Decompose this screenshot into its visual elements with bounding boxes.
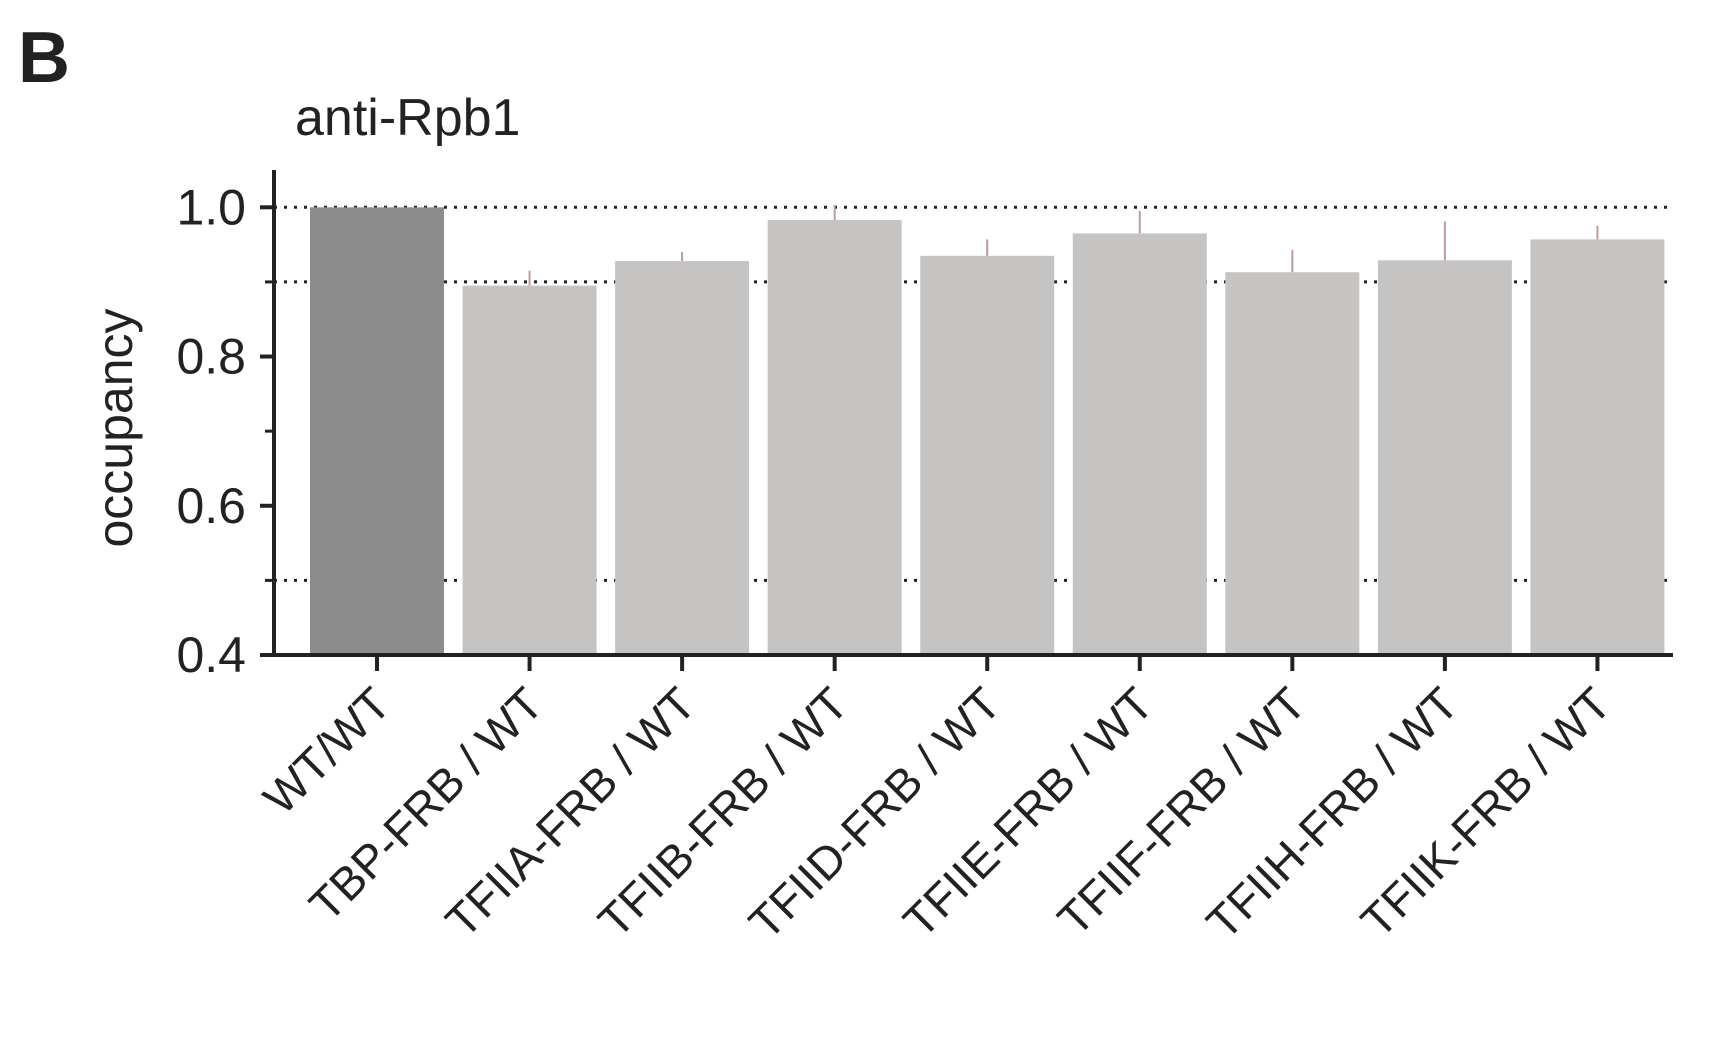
y-axis-label: occupancy — [87, 308, 143, 547]
bar — [920, 255, 1055, 656]
y-tick-label: 0.8 — [176, 329, 246, 385]
bar — [1072, 233, 1207, 655]
chart-title: anti-Rpb1 — [295, 89, 520, 147]
x-tick-label: WT/WT — [253, 677, 400, 824]
bar — [767, 219, 902, 655]
bar — [462, 285, 597, 655]
axes — [260, 170, 1673, 671]
bar — [310, 207, 444, 656]
bar — [1377, 260, 1512, 655]
bars — [310, 205, 1665, 656]
bar — [1530, 239, 1665, 655]
y-tick-label: 0.4 — [176, 627, 246, 683]
y-tick-label: 1.0 — [176, 179, 246, 235]
bar — [615, 261, 750, 655]
bar — [1225, 272, 1360, 655]
y-tick-label: 0.6 — [176, 478, 246, 534]
panel-letter: B — [18, 18, 70, 98]
